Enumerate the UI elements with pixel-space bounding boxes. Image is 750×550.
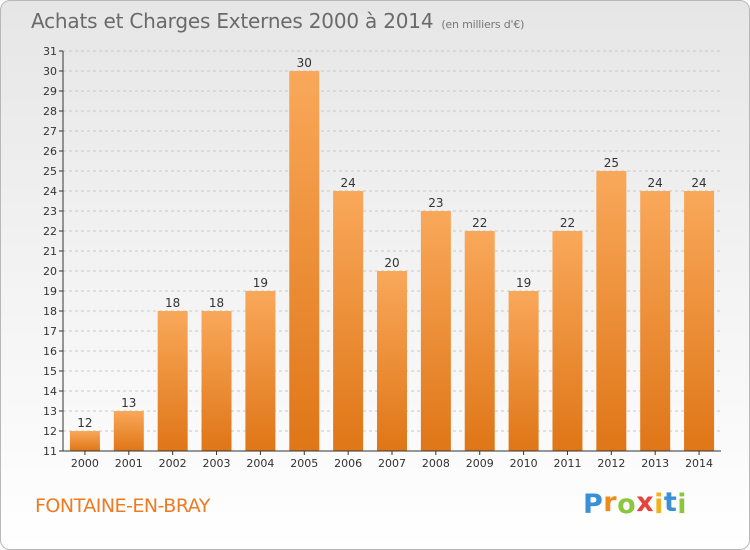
bar-value-label: 25 [604,156,619,170]
y-tick-label: 23 [43,205,57,218]
x-tick-label: 2002 [159,457,187,470]
x-tick-label: 2007 [378,457,406,470]
logo-letter: P [583,489,604,520]
data-labels: 12 13 18 18 19 30 24 20 23 22 19 22 25 24 24 [77,56,706,430]
bar-value-label: 24 [340,176,355,190]
bar-value-label: 24 [691,176,706,190]
bar-value-label: 20 [384,256,399,270]
bars [69,71,715,451]
bar [508,291,539,451]
chart-title: Achats et Charges Externes 2000 à 2014 (e… [31,9,524,33]
y-tick-label: 15 [43,365,57,378]
bar-value-label: 30 [297,56,312,70]
bar [377,271,407,451]
x-tick-label: 2009 [466,457,494,470]
chart-subtitle: (en milliers d'€) [441,18,525,31]
x-tick-label: 2012 [597,457,625,470]
bar [289,71,320,451]
bar-value-label: 19 [253,276,268,290]
x-tick-label: 2001 [115,457,143,470]
x-tick-label: 2005 [290,457,318,470]
x-tick-label: 2006 [334,457,362,470]
bar-value-label: 18 [165,296,180,310]
logo-letter: i [677,489,688,520]
x-tick-label: 2008 [422,457,450,470]
logo-letter: x [636,487,655,518]
y-tick-label: 18 [43,305,57,318]
y-tick-label: 31 [43,45,57,58]
y-tick-label: 26 [43,145,57,158]
bar [640,191,671,451]
bar-value-label: 19 [516,276,531,290]
x-tick-label: 2010 [510,457,538,470]
bar [245,291,276,451]
y-tick-label: 17 [43,325,57,338]
x-tick-label: 2014 [685,457,713,470]
x-tick-label: 2003 [203,457,231,470]
bar [596,171,627,451]
x-tick-label: 2013 [641,457,669,470]
y-tick-label: 20 [43,265,57,278]
bar [684,191,715,451]
bar-value-label: 24 [648,176,663,190]
y-tick-label: 13 [43,405,57,418]
y-tick-label: 11 [43,445,57,458]
y-tick-label: 28 [43,105,57,118]
bar-value-label: 23 [428,196,443,210]
proxiti-logo[interactable]: Proxiti [583,487,688,520]
x-tick-label: 2000 [71,457,99,470]
logo-letter: r [603,487,618,518]
bar [69,431,100,451]
x-tick-label: 2011 [553,457,581,470]
logo-letter: t [663,487,678,518]
y-tick-label: 16 [43,345,57,358]
y-tick-label: 21 [43,245,57,258]
y-tick-label: 12 [43,425,57,438]
bar-value-label: 12 [77,416,92,430]
x-tick-label: 2004 [246,457,274,470]
bar [420,211,451,451]
y-tick-label: 24 [43,185,57,198]
y-tick-label: 22 [43,225,57,238]
y-tick-label: 25 [43,165,57,178]
bar [201,311,232,451]
bar-value-label: 22 [560,216,575,230]
bar-value-label: 22 [472,216,487,230]
bar-value-label: 18 [209,296,224,310]
bar [552,231,583,451]
logo-letter: i [654,489,664,520]
town-name: FONTAINE-EN-BRAY [35,495,210,517]
title-text: Achats et Charges Externes 2000 à 2014 [31,9,434,33]
y-axis-ticks: 11 12 13 14 15 16 17 18 19 20 21 22 23 24 25 26 27 28 29 30… [43,45,63,458]
bar [157,311,188,451]
bar [464,231,495,451]
bar [333,191,364,451]
y-tick-label: 29 [43,85,57,98]
logo-letter: o [617,489,637,520]
bar-value-label: 13 [121,396,136,410]
y-tick-label: 27 [43,125,57,138]
y-tick-label: 19 [43,285,57,298]
y-tick-label: 14 [43,385,57,398]
y-tick-label: 30 [43,65,57,78]
x-axis-ticks: 2000 2001 2002 2003 2004 2005 2006 2007 2008 2009… [71,451,713,470]
bar [113,411,144,451]
